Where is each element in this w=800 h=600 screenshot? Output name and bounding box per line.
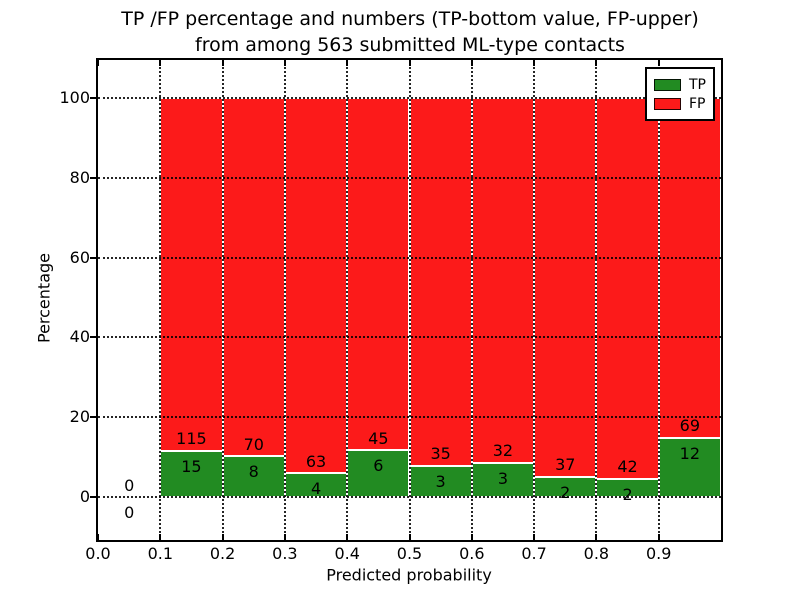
legend-item-fp: FP xyxy=(654,95,706,112)
bar-count-label-fp: 35 xyxy=(430,444,451,463)
x-tick xyxy=(657,534,660,540)
gridline-x xyxy=(346,60,349,540)
x-tick xyxy=(470,534,473,540)
x-tick-label: 0.7 xyxy=(521,544,547,563)
bar-tp-segment xyxy=(160,450,223,497)
bar-count-label-tp: 4 xyxy=(310,479,322,499)
x-tick-top xyxy=(408,60,411,66)
bar-fp-segment xyxy=(596,98,659,479)
x-tick-top xyxy=(346,60,349,66)
bar-count-label-fp: 45 xyxy=(368,428,389,448)
y-tick xyxy=(90,336,96,339)
x-tick-top xyxy=(470,60,473,66)
x-tick-label: 0.6 xyxy=(459,544,485,563)
gridline-x xyxy=(159,60,162,540)
bar-count-label-fp: 115 xyxy=(176,429,207,449)
plot-inner: 0 0 115 15 70 8 63 4 45 6 35 3 32 3 37 2 42 2 69 12 xyxy=(98,60,721,540)
legend-swatch-fp-icon xyxy=(654,97,681,110)
x-tick-top xyxy=(595,60,598,66)
x-tick-label: 0.0 xyxy=(85,544,111,563)
x-tick-top xyxy=(533,60,536,66)
x-tick-top xyxy=(159,60,162,66)
gridline-x xyxy=(470,60,473,540)
x-tick-label: 0.2 xyxy=(209,544,236,563)
x-tick xyxy=(159,534,162,540)
y-tick-label: 0 xyxy=(79,487,90,506)
bar-count-label-tp: 6 xyxy=(373,456,384,476)
bar-tp-segment xyxy=(222,456,285,497)
y-tick-label: 20 xyxy=(69,407,90,427)
plot-area: 0 0 115 15 70 8 63 4 45 6 35 3 32 3 37 2 42 2 69 12 xyxy=(96,58,723,542)
bar-count-label-fp: 70 xyxy=(243,434,264,454)
x-tick xyxy=(533,534,536,540)
legend-swatch-tp-icon xyxy=(654,78,681,91)
y-tick-label: 100 xyxy=(59,88,90,107)
x-tick-top xyxy=(97,60,99,66)
y-tick xyxy=(90,256,96,259)
x-tick xyxy=(595,534,598,540)
y-tick xyxy=(90,97,96,99)
bar-count-label-fp: 0 xyxy=(124,475,135,495)
x-tick-label: 0.4 xyxy=(334,544,360,563)
x-tick-top xyxy=(657,60,660,66)
bar-count-label-fp: 37 xyxy=(555,455,576,475)
x-tick xyxy=(97,534,99,540)
bar-count-label-tp: 0 xyxy=(124,503,135,522)
x-tick-label: 0.9 xyxy=(645,544,672,563)
bar-count-label-fp: 42 xyxy=(617,457,638,477)
bar-fp-segment xyxy=(347,98,410,451)
bar-fp-segment xyxy=(409,98,472,466)
gridline-x xyxy=(408,60,411,540)
bar-fp-segment xyxy=(284,98,348,474)
gridline-x xyxy=(221,60,224,540)
x-tick-label: 0.1 xyxy=(147,544,174,563)
x-tick xyxy=(408,534,411,540)
gridline-x xyxy=(283,60,286,540)
legend-label-fp: FP xyxy=(689,95,706,112)
x-tick-label: 0.5 xyxy=(396,544,423,563)
x-axis-label: Predicted probability xyxy=(326,565,492,585)
y-tick xyxy=(90,416,96,419)
y-tick-label: 40 xyxy=(69,327,90,347)
x-tick xyxy=(221,534,224,540)
bar-count-label-fp: 63 xyxy=(305,451,327,471)
x-tick-top xyxy=(283,60,286,66)
y-tick-label: 60 xyxy=(69,247,90,267)
legend-label-tp: TP xyxy=(689,76,706,93)
chart-title: TP /FP percentage and numbers (TP-bottom… xyxy=(0,6,800,58)
bar-count-label-tp: 3 xyxy=(435,471,446,491)
bar-fp-segment xyxy=(658,98,721,438)
y-tick-label: 80 xyxy=(69,167,90,187)
y-tick xyxy=(90,176,96,179)
bar-fp-segment xyxy=(471,98,535,463)
gridline-x xyxy=(533,60,536,540)
bar-count-label-tp: 8 xyxy=(248,462,259,482)
chart-title-line2: from among 563 submitted ML-type contact… xyxy=(195,34,625,56)
legend: TP FP xyxy=(645,67,715,121)
gridline-x xyxy=(657,60,660,540)
x-tick-label: 0.3 xyxy=(272,544,298,563)
bar-count-label-tp: 2 xyxy=(622,484,633,504)
bar-count-label-tp: 3 xyxy=(497,468,509,488)
bar-count-label-tp: 12 xyxy=(679,443,701,463)
bar-fp-segment xyxy=(160,98,223,451)
x-tick xyxy=(283,534,286,540)
x-tick-label: 0.8 xyxy=(583,544,610,563)
y-axis-label: Percentage xyxy=(34,252,54,344)
bar-fp-segment xyxy=(534,98,597,477)
bar-count-label-tp: 15 xyxy=(181,456,202,476)
bar-fp-segment xyxy=(222,98,285,457)
y-tick xyxy=(90,496,96,498)
bar-count-label-fp: 32 xyxy=(492,441,514,461)
x-tick-top xyxy=(221,60,224,66)
bar-count-label-fp: 69 xyxy=(679,416,701,436)
bar-count-label-tp: 2 xyxy=(560,482,571,502)
x-tick xyxy=(346,534,349,540)
gridline-x xyxy=(595,60,598,540)
legend-item-tp: TP xyxy=(654,76,706,93)
chart-title-line1: TP /FP percentage and numbers (TP-bottom… xyxy=(121,8,699,30)
